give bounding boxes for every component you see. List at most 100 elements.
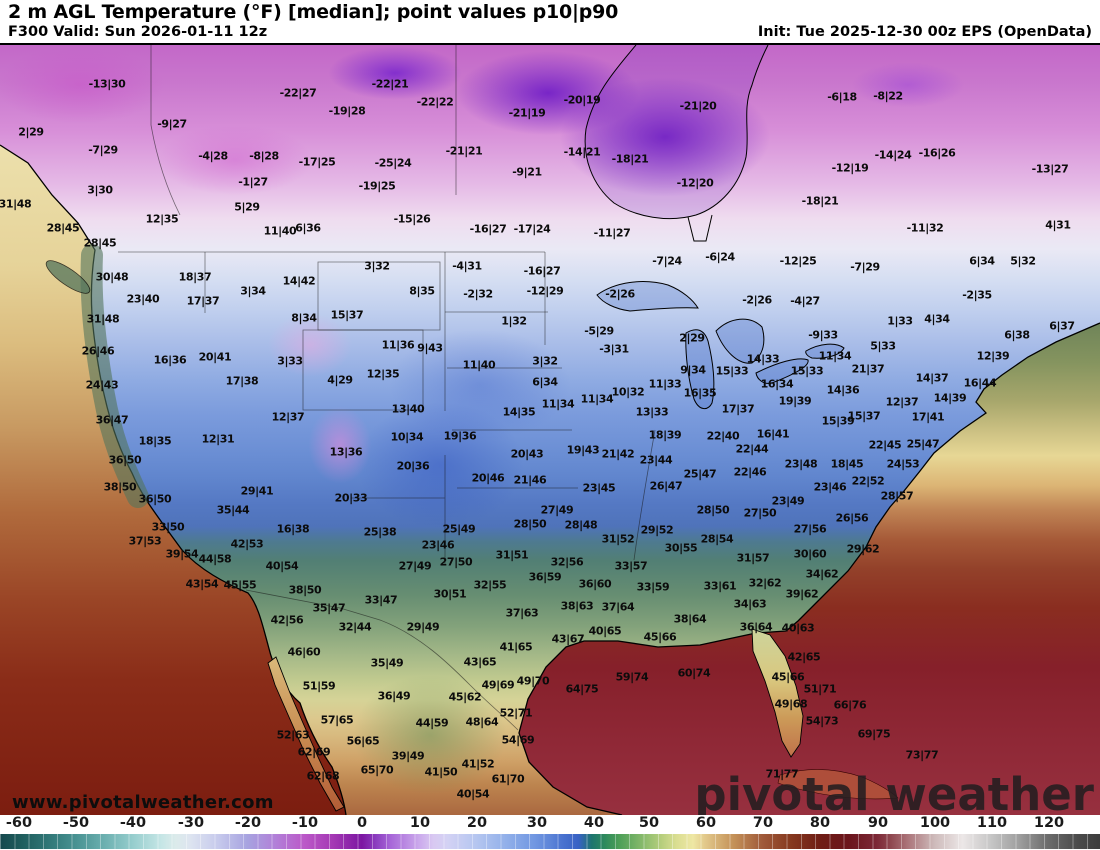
point-value: 19|36	[443, 429, 477, 443]
point-value: 15|37	[330, 308, 364, 322]
colorbar-tick: 30	[526, 815, 548, 831]
point-value: -19|28	[328, 104, 366, 118]
point-value: 16|34	[760, 377, 794, 391]
point-value: 49|68	[774, 697, 808, 711]
point-value: 1|33	[887, 314, 913, 328]
point-value: -4|28	[198, 149, 228, 163]
point-value: 22|44	[735, 442, 769, 456]
point-value: -16|27	[523, 264, 561, 278]
point-value: 9|34	[680, 363, 706, 377]
point-value: 57|65	[320, 713, 354, 727]
point-value: -17|24	[513, 222, 551, 236]
point-value: 62|68	[306, 769, 340, 783]
point-value: 20|41	[198, 350, 232, 364]
point-value: 40|54	[265, 559, 299, 573]
point-value: 25|47	[906, 437, 940, 451]
point-value: 34|62	[805, 567, 839, 581]
point-value: 27|49	[398, 559, 432, 573]
point-value: 13|33	[635, 405, 669, 419]
point-value: 54|69	[501, 733, 535, 747]
point-value: -9|21	[512, 165, 542, 179]
point-value: 14|36	[826, 383, 860, 397]
point-value: 42|65	[787, 650, 821, 664]
point-value: 11|33	[648, 377, 682, 391]
point-value: 27|56	[793, 522, 827, 536]
colorbar-gradient	[0, 834, 1100, 849]
colorbar-tick: -10	[291, 815, 319, 831]
point-value: 38|64	[673, 612, 707, 626]
colorbar: -60 -50 -40 -30 -20 -10 0 10 20 30 40 50 60 70 80 90 100…	[0, 815, 1100, 850]
point-value: 14|35	[502, 405, 536, 419]
point-value: 36|64	[739, 620, 773, 634]
point-value: 33|59	[636, 580, 670, 594]
point-value: 6|34	[969, 254, 995, 268]
colorbar-tick: -30	[177, 815, 205, 831]
colorbar-tick: -50	[62, 815, 90, 831]
point-value: 38|63	[560, 599, 594, 613]
point-value: 11|34	[580, 392, 614, 406]
point-value: 20|43	[510, 447, 544, 461]
point-value: 15|39	[821, 414, 855, 428]
point-value: 39|49	[391, 749, 425, 763]
point-value: 22|45	[868, 438, 902, 452]
point-value: -2|26	[742, 293, 772, 307]
point-value: 11|36	[381, 338, 415, 352]
point-value: -21|20	[679, 99, 717, 113]
point-value: 61|70	[491, 772, 525, 786]
point-value: 14|42	[282, 274, 316, 288]
point-value: 18|45	[830, 457, 864, 471]
point-value: 23|48	[784, 457, 818, 471]
point-value: 3|34	[240, 284, 266, 298]
point-value: 25|47	[683, 467, 717, 481]
point-value: -4|31	[452, 259, 482, 273]
point-value: 30|60	[793, 547, 827, 561]
colorbar-tick: 0	[356, 815, 368, 831]
point-value: 69|75	[857, 727, 891, 741]
point-value: 20|36	[396, 459, 430, 473]
point-value: 20|33	[334, 491, 368, 505]
point-value: 3|32	[532, 354, 558, 368]
point-value: 2|29	[679, 331, 705, 345]
point-value: 43|67	[551, 632, 585, 646]
point-value: 1|32	[501, 314, 527, 328]
james-bay	[687, 214, 713, 242]
point-value: -15|26	[393, 212, 431, 226]
point-value: 30|51	[433, 587, 467, 601]
point-value: 40|65	[588, 624, 622, 638]
point-value: 16|44	[963, 376, 997, 390]
lake-michigan	[685, 329, 715, 409]
watermark-url: www.pivotalweather.com	[12, 792, 274, 813]
cuba-island	[777, 769, 899, 800]
point-value: 22|46	[733, 465, 767, 479]
point-value: 39|54	[165, 547, 199, 561]
point-value: 29|52	[640, 523, 674, 537]
point-value: 18|37	[178, 270, 212, 284]
colorbar-tick: 60	[695, 815, 717, 831]
point-value: 13|36	[329, 445, 363, 459]
point-value: 12|35	[366, 367, 400, 381]
point-value: 29|49	[406, 620, 440, 634]
baja-peninsula	[267, 656, 345, 812]
point-value: 19|39	[778, 394, 812, 408]
state-borders	[118, 45, 656, 731]
point-value: 14|37	[915, 371, 949, 385]
point-value: -20|19	[563, 93, 601, 107]
vancouver-island	[45, 260, 91, 294]
point-value: -11|27	[593, 226, 631, 240]
point-value: 40|54	[456, 787, 490, 801]
point-value: 24|43	[85, 378, 119, 392]
point-value: 17|37	[721, 402, 755, 416]
point-value: -8|22	[873, 89, 903, 103]
point-value: 28|54	[700, 532, 734, 546]
point-value: 49|69	[481, 678, 515, 692]
point-value: 3|30	[87, 183, 113, 197]
point-value: -12|19	[831, 161, 869, 175]
point-value: 17|41	[911, 410, 945, 424]
point-value: 51|59	[302, 679, 336, 693]
point-value: 28|57	[880, 489, 914, 503]
point-value: 3|33	[277, 354, 303, 368]
point-value: 33|47	[364, 593, 398, 607]
point-value: -7|24	[652, 254, 682, 268]
lake-ontario	[805, 343, 845, 359]
point-value: 41|50	[424, 765, 458, 779]
